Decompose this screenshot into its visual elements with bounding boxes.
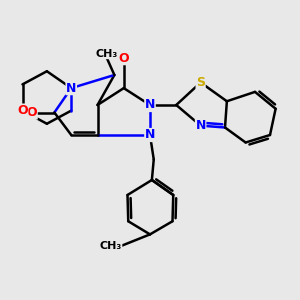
Text: O: O: [118, 52, 129, 64]
Text: CH₃: CH₃: [96, 49, 118, 58]
Text: N: N: [145, 98, 155, 112]
Text: N: N: [66, 82, 76, 94]
Text: CH₃: CH₃: [100, 241, 122, 250]
Text: N: N: [195, 119, 206, 132]
Text: S: S: [196, 76, 205, 89]
Text: O: O: [27, 106, 37, 119]
Text: N: N: [145, 128, 155, 142]
Text: O: O: [17, 104, 28, 117]
